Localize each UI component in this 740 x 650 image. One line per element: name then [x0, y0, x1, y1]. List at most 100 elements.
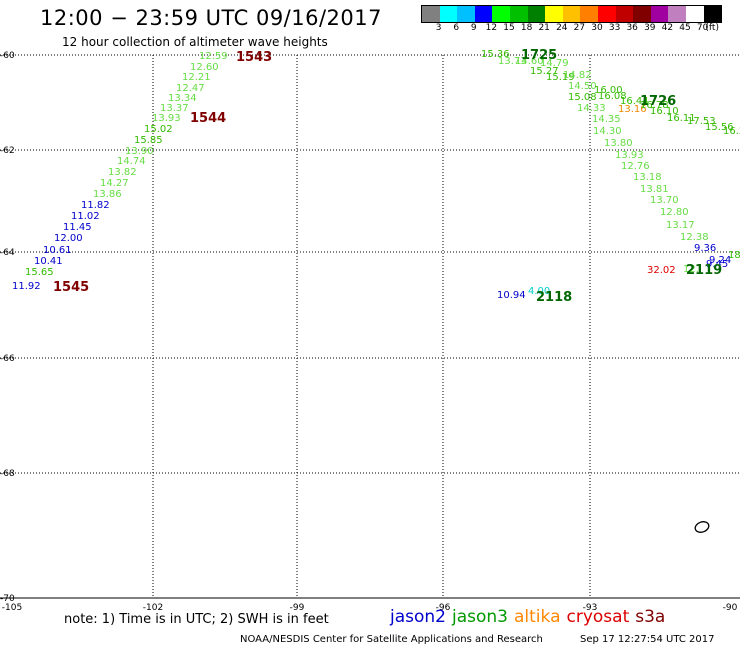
- wave-height-label: 14.50: [568, 81, 597, 92]
- longitude-tick-label: -93: [582, 603, 598, 613]
- wave-height-label: 11.82: [81, 200, 110, 211]
- color-scale-label: 3: [435, 23, 442, 33]
- longitude-tick-label: -102: [142, 603, 164, 613]
- wave-height-label: 13.17: [666, 220, 695, 231]
- wave-height-label: 13.37: [160, 103, 189, 114]
- color-scale-label: 18: [520, 23, 533, 33]
- color-scale-label: 21: [538, 23, 550, 33]
- latitude-tick-label: -62: [0, 146, 15, 156]
- track-time-label: 1725: [521, 48, 558, 63]
- wave-height-label: 12.38: [680, 232, 709, 243]
- wave-height-label: 16.10: [650, 106, 679, 117]
- wave-height-label: 15.19: [546, 72, 575, 83]
- color-scale-bar: [421, 5, 723, 23]
- wave-height-label: 13.82: [108, 167, 137, 178]
- wave-height-label: 15.36: [481, 49, 510, 60]
- color-swatch: [597, 6, 616, 22]
- wave-height-label: 11.92: [12, 281, 41, 292]
- grid-lines: [0, 54, 740, 598]
- wave-height-label: 14.35: [592, 114, 621, 125]
- wave-height-label: 15.02: [144, 124, 173, 135]
- longitude-tick-label: -105: [1, 603, 23, 613]
- track-time-label: 1726: [640, 94, 677, 109]
- legend-item-jason3: jason3: [452, 607, 508, 627]
- wave-height-label: 12.76: [621, 161, 650, 172]
- wave-height-label: 11.45: [63, 222, 92, 233]
- legend-item-s3a: s3a: [635, 607, 666, 627]
- color-scale-label: 45: [679, 23, 691, 33]
- wave-height-label: 9.36: [694, 243, 717, 254]
- color-swatch: [615, 6, 634, 22]
- wave-height-label: 13.93: [152, 113, 181, 124]
- generated-timestamp: Sep 17 12:27:54 UTC 2017: [580, 634, 715, 645]
- wave-height-label: 14.74: [117, 156, 146, 167]
- color-scale-label: 42: [661, 23, 674, 33]
- wave-height-label: 13.80: [604, 138, 633, 149]
- wave-height-label: 13.34: [168, 93, 197, 104]
- wave-height-label: 15.27: [530, 66, 559, 77]
- legend-item-jason2: jason2: [390, 607, 446, 627]
- color-swatch: [492, 6, 510, 22]
- color-scale-labels: 3 6 9 12 15 18 21 24 27 30 33 36 39 42 45 70 (ft): [421, 23, 740, 35]
- wave-height-label: 13.70: [650, 195, 679, 206]
- color-swatch: [527, 6, 546, 22]
- wave-height-label: 15.56: [705, 122, 734, 133]
- color-swatch: [650, 6, 669, 22]
- color-swatch: [668, 6, 686, 22]
- wave-height-label: 13.86: [93, 189, 122, 200]
- wave-height-label: 13.18: [633, 172, 662, 183]
- color-swatch: [439, 6, 458, 22]
- latitude-tick-label: -66: [0, 354, 15, 364]
- color-swatch: [703, 6, 722, 22]
- track-time-label: 1543: [236, 50, 273, 65]
- credit-line: NOAA/NESDIS Center for Satellite Applica…: [240, 634, 543, 645]
- satellite-legend: jason2 jason3 altika cryosat s3a: [390, 607, 671, 627]
- wave-height-label: 16.08: [598, 91, 627, 102]
- wave-height-label: 13.90: [125, 146, 154, 157]
- wave-height-label: 32.02: [647, 265, 676, 276]
- wave-height-label: 9.24: [709, 255, 732, 266]
- legend-item-altika: altika: [514, 607, 561, 627]
- track-time-label: 1545: [53, 280, 90, 295]
- wave-height-label: 13.16: [618, 104, 647, 115]
- wave-height-label: 12.60: [190, 62, 219, 73]
- wave-height-label: 16.44: [620, 96, 649, 107]
- wave-height-label: 12.21: [182, 72, 211, 83]
- color-scale-label: 36: [626, 23, 638, 33]
- wave-height-label: 14.60: [515, 56, 544, 67]
- map-title: 12:00 − 23:59 UTC 09/16/2017: [40, 6, 383, 30]
- wave-height-label: 12.00: [54, 233, 83, 244]
- color-scale-label: 12: [485, 23, 498, 33]
- color-swatch: [633, 6, 651, 22]
- wave-height-label: 13.73: [498, 56, 527, 67]
- wave-height-label: 18: [728, 250, 740, 261]
- longitude-tick-label: -90: [722, 603, 738, 613]
- wave-height-label: 12.59: [199, 51, 228, 62]
- map-subtitle: 12 hour collection of altimeter wave hei…: [62, 35, 328, 49]
- track-time-label: 2118: [536, 290, 573, 305]
- wave-height-label: 14.82: [563, 70, 592, 81]
- color-swatch: [422, 6, 440, 22]
- wave-height-label: 16.00: [594, 85, 623, 96]
- color-scale-label: 6: [453, 23, 460, 33]
- color-scale-label: (ft): [705, 23, 719, 33]
- wave-height-label: 10.61: [43, 245, 72, 256]
- color-swatch: [685, 6, 704, 22]
- wave-height-label: 13.81: [640, 184, 669, 195]
- wave-height-label: 15.08: [568, 92, 597, 103]
- longitude-tick-label: -96: [435, 603, 451, 613]
- color-scale-label: 15: [503, 23, 515, 33]
- color-swatch: [457, 6, 475, 22]
- color-scale-label: 9: [470, 23, 477, 33]
- wave-height-label: 11.02: [71, 211, 100, 222]
- wave-height-label: 4.00: [528, 286, 551, 297]
- latitude-tick-label: -70: [0, 594, 15, 604]
- wave-height-label: 12.: [683, 264, 699, 275]
- latitude-tick-label: -60: [0, 51, 15, 61]
- footer-note: note: 1) Time is in UTC; 2) SWH is in fe…: [64, 612, 329, 627]
- island-outline: [694, 521, 710, 533]
- longitude-tick-label: -99: [289, 603, 305, 613]
- wave-height-label: 17.53: [687, 116, 716, 127]
- color-swatch: [545, 6, 563, 22]
